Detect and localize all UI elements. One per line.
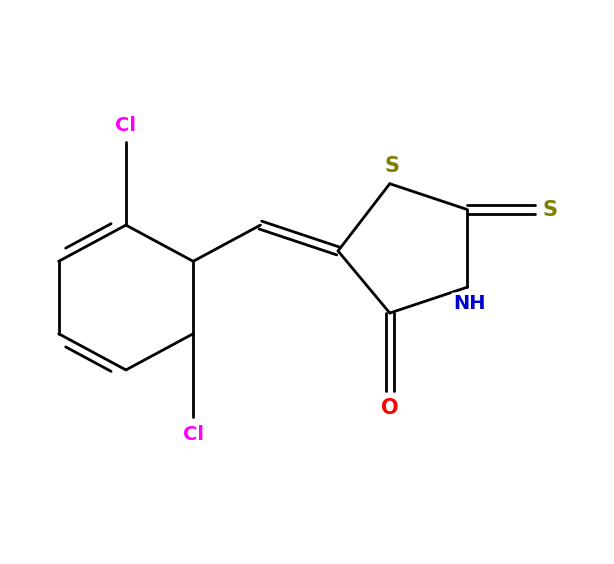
Text: S: S (384, 156, 399, 177)
Text: Cl: Cl (115, 116, 136, 135)
Text: Cl: Cl (183, 425, 204, 444)
Text: S: S (543, 200, 558, 219)
Text: NH: NH (453, 294, 486, 314)
Text: O: O (381, 398, 398, 418)
